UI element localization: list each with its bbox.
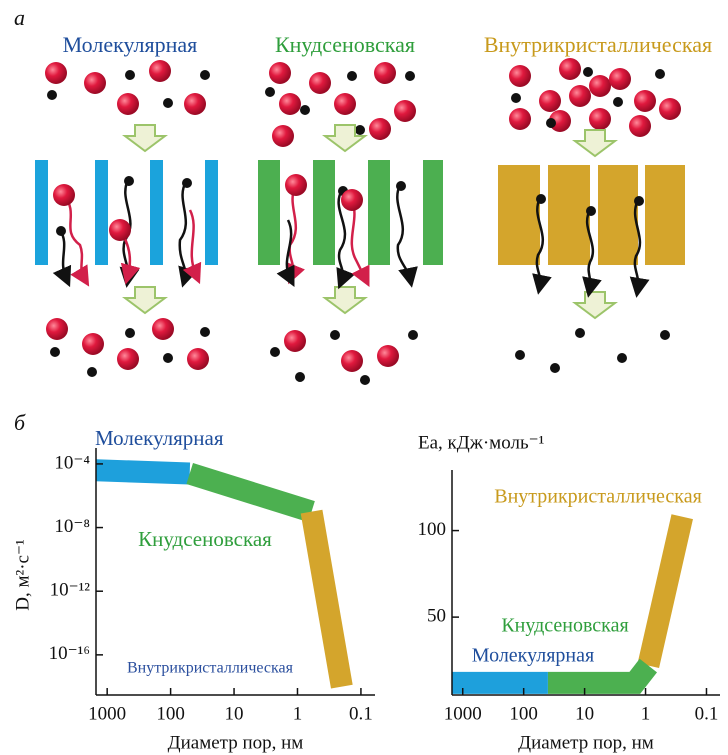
y-tick-label: 10⁻¹⁶ xyxy=(49,643,90,664)
regime-band xyxy=(548,666,648,683)
regime-label: Молекулярная xyxy=(95,426,224,450)
x-tick-label: 1000 xyxy=(88,703,126,724)
regime-band xyxy=(190,473,312,511)
regime-band xyxy=(96,470,190,473)
x-tick-label: 0.1 xyxy=(695,703,719,724)
x-tick-label: 1 xyxy=(293,703,303,724)
x-tick-label: 100 xyxy=(156,703,185,724)
panel-label: а xyxy=(14,5,25,30)
panel-label: б xyxy=(14,410,26,435)
y-tick-label: 10⁻⁸ xyxy=(54,516,90,537)
y-axis-label: Ea, кДж·моль⁻¹ xyxy=(418,432,545,453)
x-tick-label: 0.1 xyxy=(349,703,373,724)
regime-label: Внутрикристаллическая xyxy=(127,660,294,677)
regime-band xyxy=(648,517,682,666)
regime-label: Кнудсеновская xyxy=(138,527,272,551)
regime-label: Молекулярная xyxy=(472,645,594,667)
x-tick-label: 100 xyxy=(509,703,538,724)
x-tick-label: 10 xyxy=(225,703,244,724)
regime-title: Внутрикристаллическая xyxy=(484,32,712,57)
y-axis-label: D, м²·с⁻¹ xyxy=(12,539,33,611)
regime-label: Внутрикристаллическая xyxy=(494,486,702,508)
x-axis-label: Диаметр пор, нм xyxy=(168,732,304,753)
x-tick-label: 1 xyxy=(641,703,651,724)
regime-band xyxy=(312,512,342,687)
x-tick-label: 10 xyxy=(575,703,594,724)
x-tick-label: 1000 xyxy=(444,703,482,724)
y-tick-label: 10⁻¹² xyxy=(50,580,91,601)
regime-title: Кнудсеновская xyxy=(275,32,415,57)
panel-a: а Молекулярная Кнудсеновская Внутрикрист… xyxy=(14,5,712,385)
y-tick-label: 50 xyxy=(427,605,446,626)
regime-title: Молекулярная xyxy=(63,32,198,57)
figure: а Молекулярная Кнудсеновская Внутрикрист… xyxy=(0,0,728,755)
x-axis-label: Диаметр пор, нм xyxy=(518,732,654,753)
y-tick-label: 100 xyxy=(418,519,447,540)
regime-label: Кнудсеновская xyxy=(501,615,628,637)
y-tick-label: 10⁻⁴ xyxy=(54,452,90,473)
